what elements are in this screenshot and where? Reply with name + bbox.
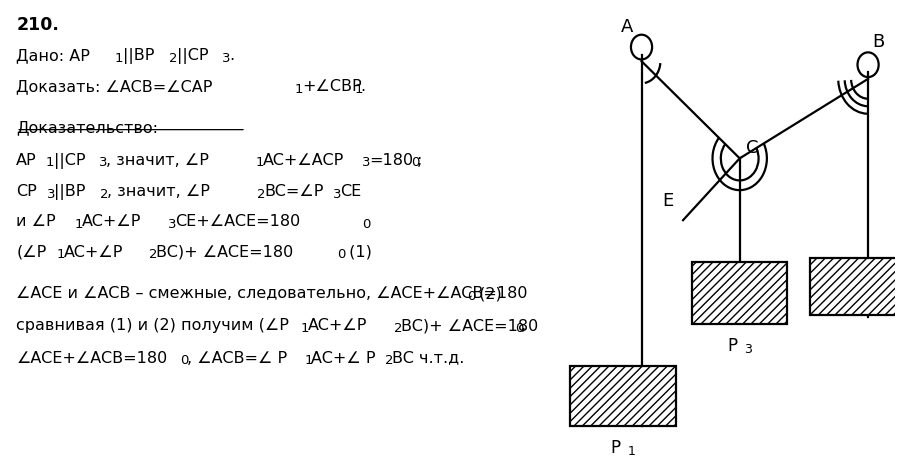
Text: , значит, ∠P: , значит, ∠P	[107, 184, 210, 199]
Text: 1: 1	[354, 83, 363, 95]
Text: 3: 3	[333, 187, 342, 200]
Text: .: .	[229, 48, 235, 63]
Text: AC+∠P: AC+∠P	[82, 214, 141, 229]
Text: BC)+ ∠ACE=180: BC)+ ∠ACE=180	[401, 318, 538, 333]
Text: 0: 0	[362, 218, 371, 230]
Text: ||BP: ||BP	[123, 48, 155, 64]
Text: CP: CP	[16, 184, 37, 199]
Text: (2): (2)	[474, 285, 502, 301]
Text: Доказательство:: Доказательство:	[16, 120, 158, 135]
Text: AC+∠ P: AC+∠ P	[311, 350, 376, 365]
Text: 3: 3	[362, 156, 371, 169]
Text: , ∠ACB=∠ P: , ∠ACB=∠ P	[187, 350, 288, 365]
Text: 1: 1	[628, 444, 635, 457]
Text: 2: 2	[101, 187, 109, 200]
Text: 0: 0	[411, 156, 420, 169]
Bar	[809, 258, 899, 315]
Text: 0: 0	[515, 321, 523, 334]
Text: CE: CE	[340, 184, 361, 199]
Text: 3: 3	[99, 156, 107, 169]
Text: ∠ACE+∠ACB=180: ∠ACE+∠ACB=180	[16, 350, 167, 365]
Text: BC)+ ∠ACE=180: BC)+ ∠ACE=180	[156, 244, 294, 259]
Text: 1: 1	[304, 353, 313, 366]
Text: .: .	[360, 79, 366, 94]
Text: +∠CBP: +∠CBP	[302, 79, 361, 94]
Text: P: P	[727, 336, 738, 354]
Text: A: A	[620, 17, 633, 36]
Text: BC=∠P: BC=∠P	[264, 184, 324, 199]
Text: сравнивая (1) и (2) получим (∠P: сравнивая (1) и (2) получим (∠P	[16, 318, 289, 333]
Text: Доказать: ∠ACB=∠CAP: Доказать: ∠ACB=∠CAP	[16, 79, 212, 94]
Text: 0: 0	[467, 289, 476, 302]
Text: ||CP: ||CP	[54, 152, 85, 168]
Text: 2: 2	[394, 321, 402, 334]
Text: AP: AP	[16, 152, 37, 168]
Text: (1): (1)	[343, 244, 371, 259]
Text: 0: 0	[337, 248, 345, 261]
Text: =180: =180	[369, 152, 414, 168]
Text: 3: 3	[168, 218, 177, 230]
Text: 2: 2	[257, 187, 265, 200]
Text: AC+∠ACP: AC+∠ACP	[263, 152, 344, 168]
Text: 1: 1	[301, 321, 309, 334]
Text: 2: 2	[149, 248, 158, 261]
Bar	[570, 366, 675, 425]
Text: AC+∠P: AC+∠P	[308, 318, 368, 333]
Text: ∠ACE и ∠ACB – смежные, следовательно, ∠ACE+∠ACB=180: ∠ACE и ∠ACB – смежные, следовательно, ∠A…	[16, 285, 528, 301]
Text: ||BP: ||BP	[55, 184, 85, 200]
Text: (∠P: (∠P	[16, 244, 47, 259]
Text: 210.: 210.	[16, 16, 59, 34]
Text: Дано: AP: Дано: AP	[16, 48, 90, 63]
Text: ;: ;	[417, 152, 423, 168]
Text: E: E	[663, 192, 673, 210]
Text: AC+∠P: AC+∠P	[64, 244, 123, 259]
Text: C: C	[746, 139, 759, 157]
Text: 1: 1	[46, 156, 54, 169]
Text: 3: 3	[744, 343, 752, 356]
Text: BC ч.т.д.: BC ч.т.д.	[392, 350, 465, 365]
Text: 1: 1	[57, 248, 65, 261]
Text: P: P	[610, 438, 620, 456]
Text: 0: 0	[180, 353, 189, 366]
Text: 1: 1	[295, 83, 303, 95]
Text: 3: 3	[48, 187, 56, 200]
Text: 1: 1	[114, 52, 123, 65]
Text: и ∠P: и ∠P	[16, 214, 56, 229]
Text: 1: 1	[75, 218, 83, 230]
Text: , значит, ∠P: , значит, ∠P	[106, 152, 209, 168]
Text: 3: 3	[222, 52, 231, 65]
Text: 2: 2	[169, 52, 177, 65]
Text: 2: 2	[385, 353, 394, 366]
Text: 1: 1	[255, 156, 263, 169]
Text: CE+∠ACE=180: CE+∠ACE=180	[175, 214, 300, 229]
Bar	[692, 263, 787, 324]
Text: ,: ,	[521, 318, 526, 333]
Text: ||CP: ||CP	[177, 48, 209, 64]
Text: B: B	[872, 33, 884, 51]
